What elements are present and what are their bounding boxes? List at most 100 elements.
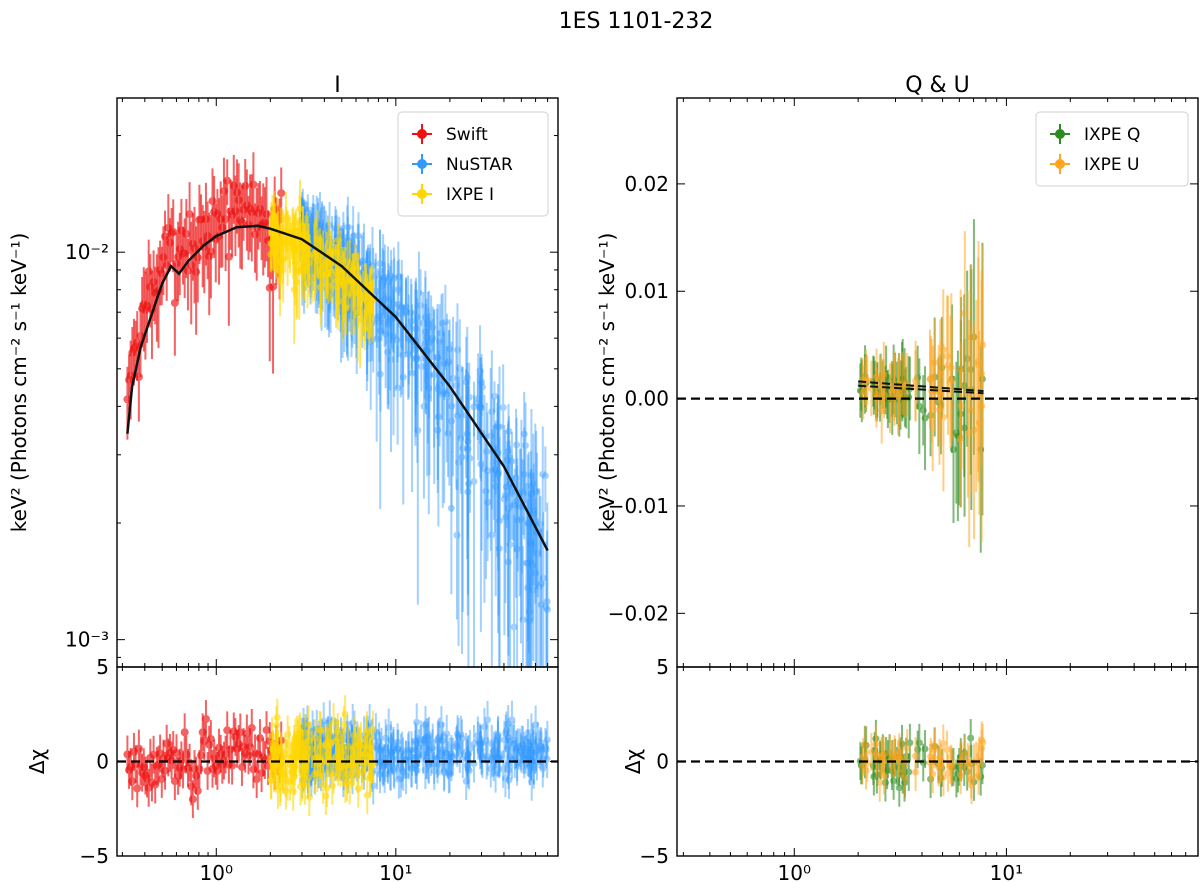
nustar-point	[462, 336, 470, 445]
data-point	[496, 750, 504, 758]
nustar-point	[494, 394, 502, 634]
nustar-point	[483, 402, 491, 521]
nustar-residual	[504, 718, 512, 757]
data-point	[513, 545, 521, 553]
data-point	[482, 737, 490, 745]
nustar-point	[464, 372, 472, 595]
data-point	[490, 747, 498, 755]
data-point	[389, 332, 397, 340]
nustar-residual	[412, 738, 420, 777]
nustar-residual	[379, 746, 387, 785]
nustar-residual	[390, 749, 398, 787]
data-point	[447, 750, 455, 758]
data-point	[440, 359, 448, 367]
nustar-residual	[530, 746, 538, 785]
data-point	[502, 726, 510, 734]
data-point	[417, 363, 425, 371]
nustar-residual	[320, 702, 328, 741]
data-point	[453, 744, 461, 752]
data-point	[394, 286, 402, 294]
nustar-residual	[386, 752, 394, 790]
data-point	[269, 282, 278, 291]
data-point	[532, 488, 540, 496]
data-point	[411, 737, 419, 745]
nustar-residual	[387, 753, 395, 791]
nustar-point	[492, 420, 500, 597]
data-point	[477, 460, 485, 468]
data-point	[438, 390, 446, 398]
data-point	[491, 753, 499, 761]
data-point	[504, 766, 512, 774]
nustar-residual	[441, 733, 449, 772]
data-point	[381, 770, 389, 778]
data-point	[386, 767, 394, 775]
nustar-point	[482, 433, 490, 579]
nustar-residual	[487, 749, 495, 788]
nustar-residual	[502, 711, 510, 750]
data-point	[390, 274, 398, 282]
data-point	[402, 308, 410, 316]
data-point	[417, 302, 425, 310]
nustar-residual	[407, 749, 415, 787]
data-point	[411, 745, 419, 753]
nustar-point	[387, 300, 395, 453]
nustar-residual	[424, 718, 432, 757]
data-point	[492, 745, 500, 753]
data-point	[492, 466, 500, 474]
nustar-residual	[518, 725, 526, 764]
data-point	[528, 738, 536, 746]
data-point	[423, 393, 431, 401]
data-point	[134, 744, 143, 753]
data-point	[425, 732, 433, 740]
nustar-point	[504, 404, 512, 656]
data-point	[454, 730, 462, 738]
swift-point	[223, 159, 232, 206]
swift-residual	[128, 762, 137, 801]
data-point	[529, 480, 537, 488]
data-point	[429, 744, 437, 752]
data-point	[407, 308, 415, 316]
nustar-point	[542, 541, 550, 667]
nustar-residual	[445, 755, 453, 794]
nustar-residual	[464, 735, 472, 773]
data-point	[425, 746, 433, 754]
data-point	[421, 766, 429, 774]
nustar-point	[496, 436, 504, 667]
data-point	[453, 346, 461, 354]
nustar-point	[417, 344, 425, 392]
nustar-residual	[399, 737, 407, 776]
data-point	[408, 765, 416, 773]
data-point	[464, 445, 472, 453]
data-point	[445, 771, 453, 779]
data-point	[457, 731, 465, 739]
nustar-residual	[453, 724, 461, 763]
nustar-point	[421, 304, 429, 395]
data-point	[537, 601, 545, 609]
nustar-point	[425, 313, 433, 475]
data-point	[445, 357, 453, 365]
data-point	[394, 745, 402, 753]
data-point	[415, 744, 423, 752]
data-point	[354, 232, 362, 240]
nustar-point	[543, 530, 551, 667]
data-point	[340, 721, 348, 729]
data-point	[381, 273, 389, 281]
nustar-point	[445, 330, 453, 400]
data-point	[542, 603, 550, 611]
data-point	[241, 181, 250, 190]
data-point	[344, 223, 352, 231]
nustar-point	[470, 395, 478, 667]
data-point	[453, 740, 461, 748]
data-point	[532, 569, 540, 577]
nustar-residual	[504, 751, 512, 789]
nustar-point	[528, 523, 536, 621]
data-point	[433, 353, 441, 361]
nustar-point	[522, 482, 530, 667]
nustar-residual	[465, 751, 473, 790]
nustar-residual	[500, 720, 508, 759]
nustar-residual	[542, 730, 550, 769]
data-point	[434, 753, 442, 761]
data-point	[541, 472, 549, 480]
data-point	[417, 740, 425, 748]
